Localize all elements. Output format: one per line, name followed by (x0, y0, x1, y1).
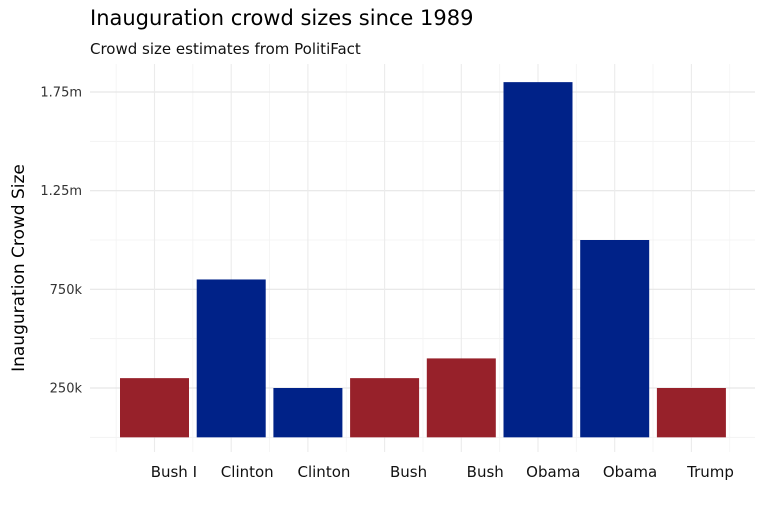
bar-0 (120, 378, 189, 438)
x-tick-label-1: Clinton (221, 463, 274, 481)
bar-7 (656, 388, 726, 438)
bar-5 (503, 82, 573, 438)
y-tick-label-2: 1.25m (40, 184, 82, 199)
chart-title: Inauguration crowd sizes since 1989 (90, 6, 474, 30)
y-axis-ticks: 250k 750k 1.25m 1.75m (40, 86, 82, 397)
x-tick-label-0: Bush I (151, 463, 197, 481)
chart-subtitle: Crowd size estimates from PolitiFact (90, 40, 361, 58)
y-tick-label-0: 250k (50, 382, 83, 397)
bar-3 (350, 378, 420, 438)
bar-2 (273, 388, 343, 438)
x-tick-label-2: Clinton (298, 463, 351, 481)
x-tick-label-4: Bush (467, 463, 504, 481)
bar-4 (426, 358, 496, 438)
x-axis-ticks: Bush I Clinton Clinton Bush Bush Obama Obama Tr… (151, 463, 734, 481)
y-axis-label: Inauguration Crowd Size (9, 164, 29, 372)
bar-6 (580, 240, 650, 438)
x-tick-label-7: Trump (686, 463, 734, 481)
bar-1 (196, 279, 266, 438)
x-tick-label-6: Obama (603, 463, 657, 481)
major-gridlines (90, 64, 755, 452)
y-tick-label-1: 750k (50, 283, 83, 298)
bars (120, 82, 726, 438)
x-tick-label-5: Obama (526, 463, 580, 481)
y-tick-label-3: 1.75m (40, 86, 82, 101)
minor-gridlines (90, 64, 755, 452)
x-tick-label-3: Bush (390, 463, 427, 481)
